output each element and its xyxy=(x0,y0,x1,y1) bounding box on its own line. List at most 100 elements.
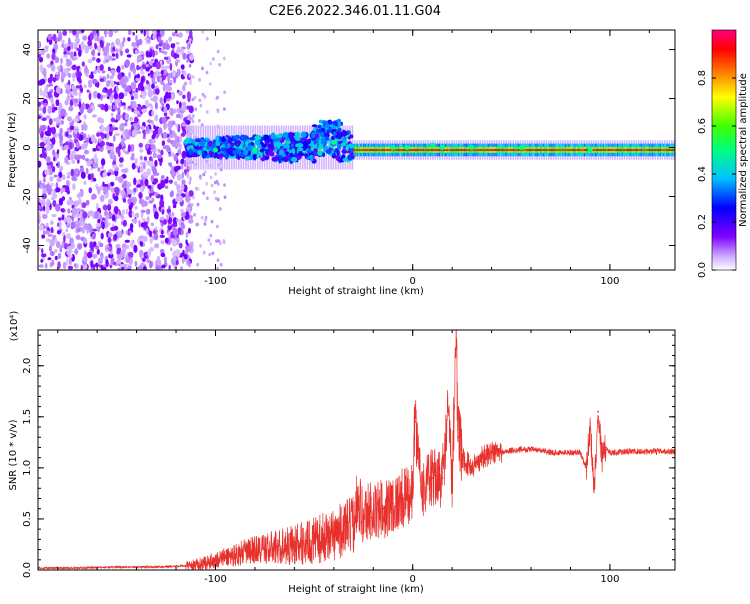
heatmap-cell xyxy=(99,78,105,82)
heatmap-cell xyxy=(55,203,61,212)
heatmap-cell xyxy=(498,149,501,151)
snr-data-point xyxy=(585,467,588,469)
heatmap-cell xyxy=(122,148,126,153)
spectrogram-data xyxy=(38,30,675,270)
heatmap-cell xyxy=(322,120,327,125)
heatmap-cell xyxy=(172,69,176,78)
heatmap-cell xyxy=(60,208,65,213)
heatmap-cell xyxy=(300,137,306,141)
heatmap-cell xyxy=(150,187,154,194)
heatmap-cell xyxy=(634,149,636,151)
heatmap-cell xyxy=(142,200,148,207)
heatmap-cell xyxy=(85,167,89,175)
heatmap-cell xyxy=(51,77,57,82)
heatmap-cell xyxy=(106,89,112,97)
snr-data-point xyxy=(372,512,375,515)
heatmap-cell xyxy=(189,241,194,246)
heatmap-cell xyxy=(199,103,203,108)
heatmap-cell xyxy=(479,149,482,151)
heatmap-cell xyxy=(69,51,74,60)
heatmap-cell xyxy=(81,124,84,131)
heatmap-cell xyxy=(188,227,191,234)
heatmap-cell xyxy=(100,158,106,166)
heatmap-cell xyxy=(159,216,165,221)
spectrogram-panel: -100 0 100 -40 -20 0 20 40 Height of straight l… xyxy=(7,29,676,297)
heatmap-cell xyxy=(654,149,657,151)
heatmap-cell xyxy=(519,149,521,151)
heatmap-cell xyxy=(85,158,89,162)
heatmap-cell xyxy=(114,132,120,137)
heatmap-cell xyxy=(47,33,52,41)
heatmap-cell xyxy=(669,149,671,151)
heatmap-cell xyxy=(206,145,210,150)
heatmap-cell xyxy=(146,30,150,37)
heatmap-cell xyxy=(318,119,323,124)
heatmap-cell xyxy=(311,124,318,128)
heatmap-cell xyxy=(54,237,58,244)
heatmap-cell xyxy=(182,94,186,100)
heatmap-cell xyxy=(145,196,150,201)
snr-data-point xyxy=(313,540,315,543)
heatmap-cell xyxy=(88,160,94,165)
heatmap-cell xyxy=(38,204,41,211)
heatmap-cell xyxy=(128,251,134,257)
heatmap-cell xyxy=(325,133,330,138)
heatmap-cell xyxy=(196,187,200,191)
heatmap-cell xyxy=(71,90,75,97)
heatmap-cell xyxy=(647,149,649,151)
heatmap-cell xyxy=(155,44,159,50)
heatmap-cell xyxy=(106,73,110,80)
heatmap-cell xyxy=(152,33,156,41)
heatmap-cell xyxy=(50,97,54,104)
heatmap-cell xyxy=(126,244,130,250)
heatmap-cell xyxy=(163,121,167,130)
heatmap-cell xyxy=(176,141,180,147)
heatmap-cell xyxy=(223,90,227,94)
heatmap-cell xyxy=(91,228,98,232)
snr-data-point xyxy=(431,477,434,479)
heatmap-cell xyxy=(40,124,47,132)
snr-data-point xyxy=(413,421,416,423)
heatmap-cell xyxy=(65,228,69,233)
colorbar-tick-label: 0.2 xyxy=(697,214,708,230)
snr-data-point xyxy=(597,410,599,413)
heatmap-cell xyxy=(380,149,382,151)
heatmap-cell xyxy=(110,257,115,264)
heatmap-cell xyxy=(169,247,173,252)
heatmap-cell xyxy=(150,70,154,74)
heatmap-cell xyxy=(105,93,108,98)
heatmap-cell xyxy=(673,149,675,151)
heatmap-cell xyxy=(59,247,63,253)
heatmap-cell xyxy=(40,253,47,258)
heatmap-cell xyxy=(60,72,66,79)
heatmap-cell xyxy=(566,149,568,151)
heatmap-cell xyxy=(203,222,207,226)
heatmap-cell xyxy=(131,41,137,48)
heatmap-cell xyxy=(66,216,72,224)
heatmap-cell xyxy=(191,75,195,79)
heatmap-cell xyxy=(44,131,49,136)
snr-data-point xyxy=(273,546,276,549)
heatmap-cell xyxy=(163,56,169,60)
heatmap-cell xyxy=(54,40,58,44)
heatmap-cell xyxy=(306,149,313,154)
heatmap-cell xyxy=(335,154,341,162)
heatmap-cell xyxy=(157,71,162,76)
heatmap-cell xyxy=(96,58,101,63)
heatmap-cell xyxy=(252,153,257,161)
heatmap-cell xyxy=(62,174,66,181)
heatmap-cell xyxy=(423,149,425,151)
heatmap-cell xyxy=(313,148,319,153)
heatmap-cell xyxy=(96,36,100,42)
heatmap-cell xyxy=(90,245,94,251)
heatmap-cell xyxy=(335,125,337,170)
heatmap-cell xyxy=(209,242,213,246)
heatmap-cell xyxy=(55,187,61,193)
heatmap-cell xyxy=(550,149,553,151)
heatmap-cell xyxy=(145,208,151,215)
heatmap-cell xyxy=(613,149,616,151)
heatmap-cell xyxy=(55,99,60,107)
heatmap-cell xyxy=(57,252,62,260)
heatmap-cell xyxy=(87,39,93,47)
heatmap-cell xyxy=(105,83,110,87)
